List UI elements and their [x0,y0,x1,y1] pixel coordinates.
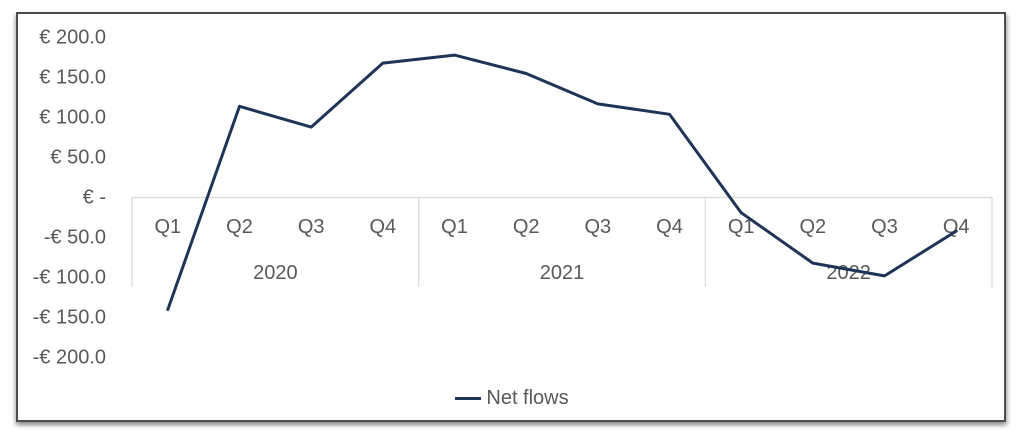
x-tick-label: Q2 [513,216,540,238]
x-tick-label: Q4 [943,216,970,238]
x-tick-label: Q2 [226,216,253,238]
y-tick-label: -€ 50.0 [44,227,106,249]
y-tick-label: € 200.0 [39,27,106,49]
net-flows-series-line [166,53,958,311]
x-tick-label: Q3 [584,216,611,238]
x-tick-label: Q1 [728,216,755,238]
legend: Net flows [0,387,1024,409]
x-tick-label: Q3 [298,216,325,238]
year-group-label: 2021 [540,262,585,284]
x-tick-label: Q1 [441,216,468,238]
x-tick-label: Q1 [154,216,181,238]
y-tick-label: -€ 100.0 [33,267,106,289]
x-tick-label: Q4 [369,216,396,238]
y-tick-label: € - [83,187,106,209]
x-tick-label: Q2 [799,216,826,238]
x-tick-label: Q3 [871,216,898,238]
y-tick-label: € 100.0 [39,107,106,129]
y-tick-label: -€ 150.0 [33,307,106,329]
chart-frame [16,12,1006,422]
x-tick-label: Q4 [656,216,683,238]
year-group-label: 2020 [253,262,298,284]
y-tick-label: € 50.0 [50,147,106,169]
y-tick-label: € 150.0 [39,67,106,89]
legend-line-swatch [455,396,482,400]
y-tick-label: -€ 200.0 [33,347,106,369]
legend-series-label: Net flows [486,387,569,409]
